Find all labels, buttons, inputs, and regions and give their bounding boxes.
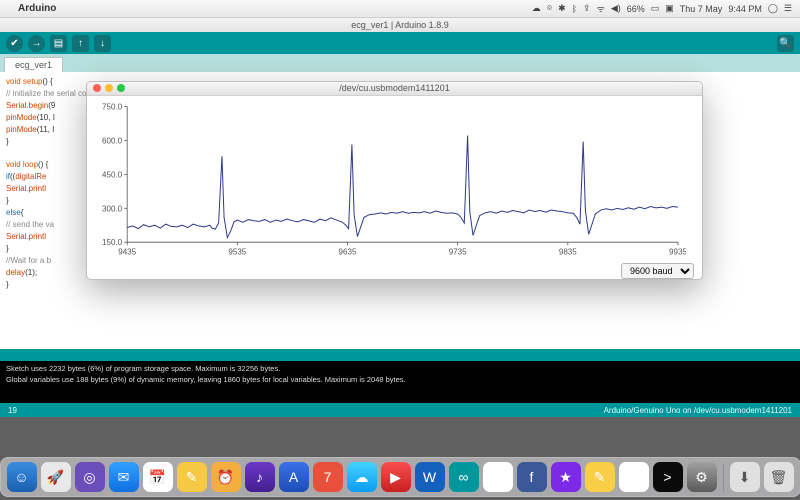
- menubar-right: ☁ ⌾ ✱ ᛒ ⇪ ᯤ ◀) 66% ▭ ▣ Thu 7 May 9:44 PM…: [532, 2, 792, 15]
- console-divider: [0, 349, 800, 361]
- dock-app-icon[interactable]: >: [653, 462, 683, 492]
- volume-icon[interactable]: ◀): [611, 3, 621, 14]
- wifi-icon[interactable]: ᯤ: [597, 2, 605, 15]
- macos-dock: ☺🚀◎✉📅✎⏰♪A7☁▶W∞⊕f★✎≡>⚙⬇🗑: [0, 452, 800, 500]
- sketch-tab[interactable]: ecg_ver1: [4, 57, 63, 72]
- dock-app-icon[interactable]: W: [415, 462, 445, 492]
- dock-container: ☺🚀◎✉📅✎⏰♪A7☁▶W∞⊕f★✎≡>⚙⬇🗑: [0, 457, 800, 497]
- svg-text:300.0: 300.0: [102, 204, 123, 213]
- arduino-window-title: ecg_ver1 | Arduino 1.8.9: [0, 18, 800, 32]
- dock-app-icon[interactable]: ☁: [347, 462, 377, 492]
- plot-area: 150.0 300.0 450.0 600.0 750.0 9435 9535 9635 973…: [87, 96, 702, 263]
- plotter-title: /dev/cu.usbmodem1411201: [339, 83, 449, 93]
- console-line: Sketch uses 2232 bytes (6%) of program s…: [6, 364, 280, 373]
- close-button[interactable]: [93, 84, 101, 92]
- dock-app-icon[interactable]: ★: [551, 462, 581, 492]
- upload-button[interactable]: →: [28, 35, 45, 52]
- dock-app-icon[interactable]: ⚙: [687, 462, 717, 492]
- window-controls: [93, 84, 125, 92]
- svg-text:9535: 9535: [228, 247, 246, 256]
- status-line-number: 19: [8, 406, 17, 415]
- status-icon[interactable]: ⇪: [583, 3, 591, 14]
- dock-app-icon[interactable]: ≡: [619, 462, 649, 492]
- status-icon[interactable]: ☁: [532, 3, 541, 14]
- svg-text:9835: 9835: [559, 247, 577, 256]
- battery-icon[interactable]: ▭: [651, 3, 660, 14]
- svg-text:600.0: 600.0: [102, 136, 123, 145]
- dock-stack-icon[interactable]: 🗑: [764, 462, 794, 492]
- dock-app-icon[interactable]: ▶: [381, 462, 411, 492]
- arduino-toolbar: ✔ → ▤ ↑ ↓ 🔍: [0, 32, 800, 54]
- dock-app-icon[interactable]: A: [279, 462, 309, 492]
- new-button[interactable]: ▤: [50, 35, 67, 52]
- search-icon[interactable]: ☰: [784, 3, 792, 14]
- open-button[interactable]: ↑: [72, 35, 89, 52]
- console-line: Global variables use 188 bytes (9%) of d…: [6, 375, 406, 384]
- dock-app-icon[interactable]: ⏰: [211, 462, 241, 492]
- svg-text:9435: 9435: [118, 247, 136, 256]
- menubar-icon[interactable]: ▣: [665, 3, 674, 14]
- dock-app-icon[interactable]: ∞: [449, 462, 479, 492]
- dock-separator: [723, 464, 724, 492]
- status-icon[interactable]: ⌾: [547, 3, 552, 14]
- svg-text:150.0: 150.0: [102, 238, 123, 247]
- svg-text:9935: 9935: [669, 247, 686, 256]
- dock-stack-icon[interactable]: ⬇: [730, 462, 760, 492]
- menubar-date[interactable]: Thu 7 May: [680, 4, 723, 14]
- serial-plotter-window: /dev/cu.usbmodem1411201 150.0 300.0 450.0 6…: [86, 81, 703, 280]
- svg-text:9735: 9735: [449, 247, 467, 256]
- menubar-app-name[interactable]: Arduino: [18, 3, 56, 14]
- dock-app-icon[interactable]: 🚀: [41, 462, 71, 492]
- plotter-titlebar[interactable]: /dev/cu.usbmodem1411201: [87, 82, 702, 96]
- status-icon[interactable]: ✱: [558, 3, 566, 14]
- serial-monitor-button[interactable]: 🔍: [777, 35, 794, 52]
- dock-app-icon[interactable]: f: [517, 462, 547, 492]
- arduino-statusbar: 19 Arduino/Genuino Uno on /dev/cu.usbmod…: [0, 403, 800, 417]
- menubar-time[interactable]: 9:44 PM: [728, 4, 762, 14]
- dock-app-icon[interactable]: ✎: [177, 462, 207, 492]
- battery-percent[interactable]: 66%: [627, 4, 645, 14]
- save-button[interactable]: ↓: [94, 35, 111, 52]
- plot-chart: 150.0 300.0 450.0 600.0 750.0 9435 9535 9635 973…: [93, 100, 686, 261]
- arduino-tabbar: ecg_ver1: [0, 54, 800, 72]
- svg-text:750.0: 750.0: [102, 103, 123, 112]
- verify-button[interactable]: ✔: [6, 35, 23, 52]
- dock-app-icon[interactable]: ◎: [75, 462, 105, 492]
- svg-text:450.0: 450.0: [102, 170, 123, 179]
- user-icon[interactable]: ◯: [768, 3, 778, 14]
- dock-app-icon[interactable]: ♪: [245, 462, 275, 492]
- dock-app-icon[interactable]: ✉: [109, 462, 139, 492]
- dock-app-icon[interactable]: ✎: [585, 462, 615, 492]
- bluetooth-icon[interactable]: ᛒ: [572, 4, 577, 14]
- status-board-port: Arduino/Genuino Uno on /dev/cu.usbmodem1…: [604, 406, 792, 415]
- svg-text:9635: 9635: [339, 247, 357, 256]
- arduino-console: Sketch uses 2232 bytes (6%) of program s…: [0, 361, 800, 403]
- dock-app-icon[interactable]: ☺: [7, 462, 37, 492]
- minimize-button[interactable]: [105, 84, 113, 92]
- macos-menubar: Arduino ☁ ⌾ ✱ ᛒ ⇪ ᯤ ◀) 66% ▭ ▣ Thu 7 May…: [0, 0, 800, 18]
- zoom-button[interactable]: [117, 84, 125, 92]
- dock-app-icon[interactable]: 📅: [143, 462, 173, 492]
- dock-app-icon[interactable]: 7: [313, 462, 343, 492]
- dock-app-icon[interactable]: ⊕: [483, 462, 513, 492]
